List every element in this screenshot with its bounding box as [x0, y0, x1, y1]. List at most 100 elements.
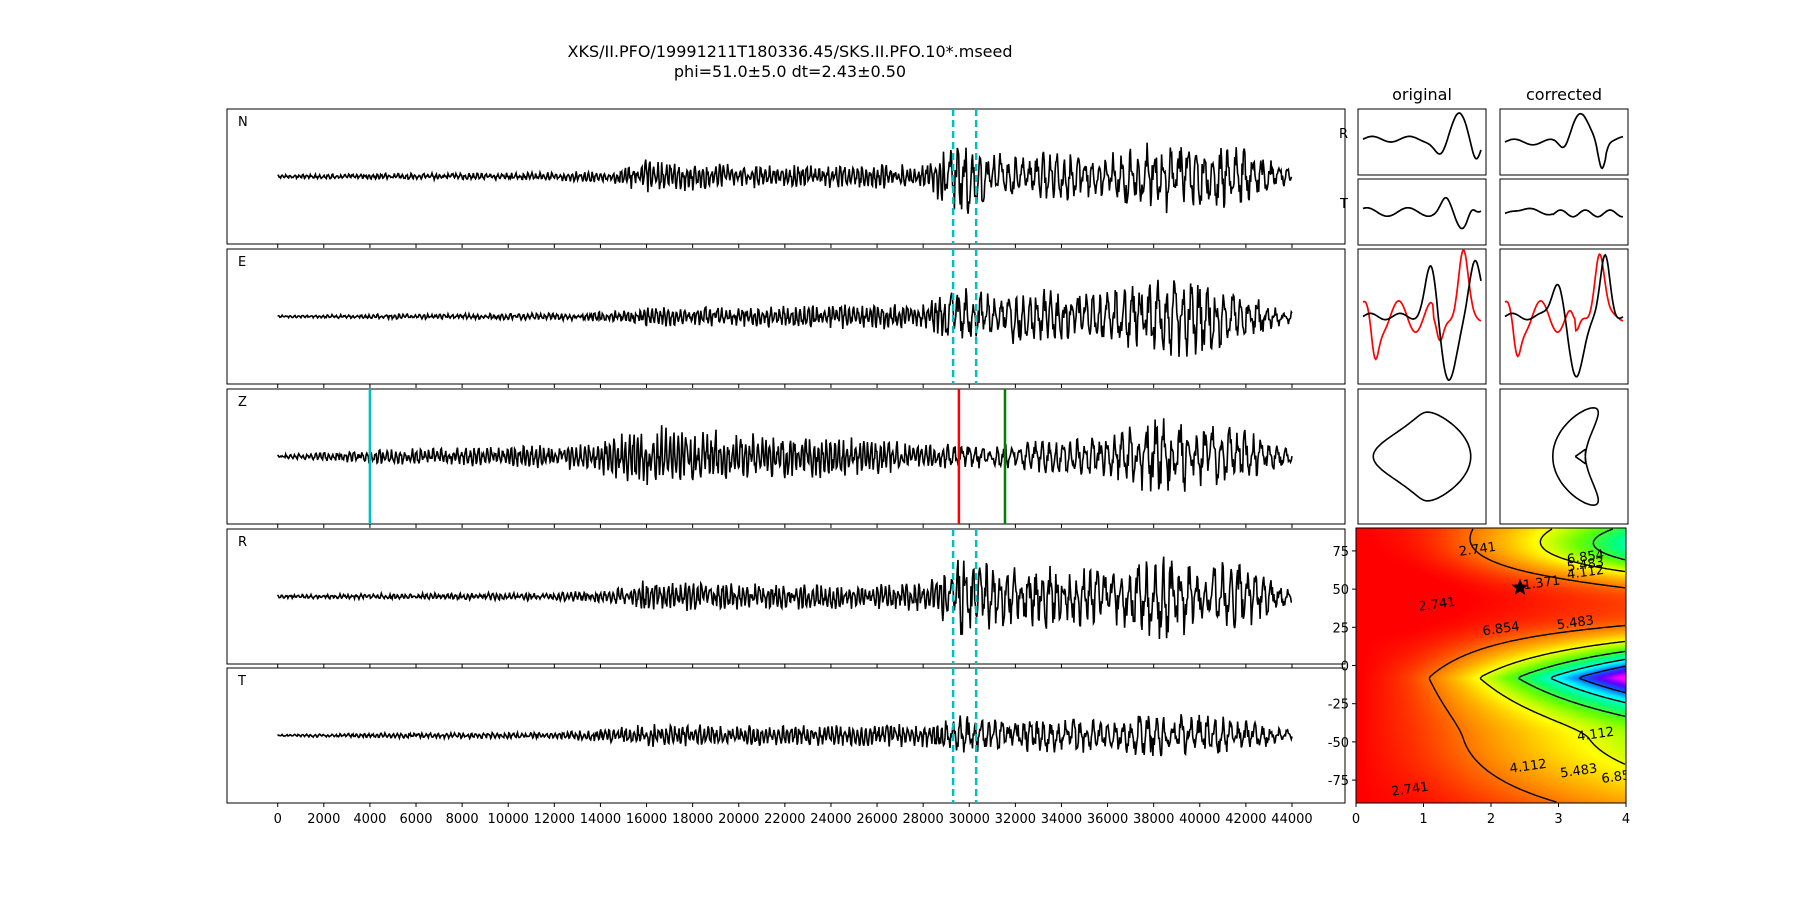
transverse-trace [1362, 196, 1482, 230]
channel-label: N [238, 115, 248, 130]
grid-y-tick-label: 25 [1332, 621, 1349, 636]
slow-trace [1362, 259, 1482, 381]
comparison-panel [1499, 248, 1629, 385]
x-tick-label: 18000 [672, 812, 713, 827]
misfit-axes: 0 1 2 3 4 75 50 25 0 -25 -50 -75 [1328, 527, 1630, 827]
radial-trace [1504, 112, 1624, 170]
channel-label: R [238, 535, 247, 550]
row-label: T [1339, 197, 1348, 212]
fast-trace [1362, 248, 1482, 361]
comparison-panel [1499, 178, 1629, 246]
trace-panel-n: N [226, 108, 1346, 248]
x-tick-label: 6000 [399, 812, 432, 827]
x-tick-label: 40000 [1179, 812, 1220, 827]
x-tick-label: 34000 [1041, 812, 1082, 827]
x-tick-label: 32000 [995, 812, 1036, 827]
grid-y-tick-label: 0 [1341, 660, 1349, 675]
figure-subtitle: phi=51.0±5.0 dt=2.43±0.50 [674, 62, 906, 81]
fast-trace [1504, 253, 1624, 358]
grid-y-tick-label: -25 [1328, 698, 1349, 713]
trace-panel-e: E [226, 248, 1346, 388]
x-tick-label: 36000 [1087, 812, 1128, 827]
comparison-panels: original corrected R T [1339, 85, 1629, 525]
contour-label: 6.854 [1566, 548, 1605, 568]
trace-x-axis: 0 2000 4000 6000 8000 10000 12000 14000 16000 180… [274, 812, 1313, 827]
grid-x-tick-label: 2 [1487, 812, 1495, 827]
waveform-t [277, 714, 1293, 757]
contour-label: 4.112 [1509, 757, 1548, 777]
best-fit-star [1511, 578, 1529, 595]
figure-title: XKS/II.PFO/19991211T180336.45/SKS.II.PFO… [568, 42, 1013, 61]
contour-label: 6.85 [1601, 768, 1632, 787]
x-tick-label: 22000 [764, 812, 805, 827]
comparison-panel [1357, 108, 1487, 176]
channel-label: Z [238, 395, 247, 410]
trace-panels: N E Z R T [226, 108, 1346, 807]
grid-x-tick-label: 3 [1554, 812, 1562, 827]
comparison-panel [1357, 178, 1487, 246]
contour-line [1518, 528, 1626, 717]
grid-y-tick-label: -75 [1328, 774, 1349, 789]
x-tick-label: 42000 [1225, 812, 1266, 827]
channel-label: T [237, 674, 246, 689]
contour-label: 2.741 [1458, 540, 1497, 560]
trace-panel-z: Z [226, 388, 1346, 528]
grid-x-tick-label: 0 [1352, 812, 1360, 827]
x-tick-label: 38000 [1133, 812, 1174, 827]
panel-frame [1499, 178, 1629, 246]
comparison-panel [1357, 388, 1487, 525]
panel-frame [1357, 388, 1487, 525]
x-tick-label: 12000 [534, 812, 575, 827]
contour-label: 5.483 [1556, 613, 1595, 633]
x-tick-label: 30000 [949, 812, 990, 827]
grid-y-tick-label: 75 [1332, 545, 1349, 560]
column-title: corrected [1526, 85, 1602, 104]
x-tick-label: 28000 [902, 812, 943, 827]
particle-motion [1372, 411, 1472, 502]
row-label: R [1339, 127, 1348, 142]
contour-line [1579, 665, 1626, 694]
panel-frame [226, 667, 1346, 804]
panel-frame [1357, 248, 1487, 385]
x-tick-label: 26000 [856, 812, 897, 827]
contour-label: 2.741 [1418, 595, 1457, 615]
contour-line [1550, 658, 1626, 704]
radial-trace [1362, 112, 1482, 160]
x-tick-label: 2000 [307, 812, 340, 827]
grid-x-tick-label: 4 [1622, 812, 1630, 827]
contour-label: 5.483 [1566, 555, 1605, 575]
contour-label: 6.854 [1482, 619, 1521, 639]
contour-label: 1.371 [1522, 573, 1561, 593]
waveform-z [277, 418, 1293, 492]
panel-frame [1499, 108, 1629, 176]
waveform-r [276, 556, 1293, 640]
transverse-trace [1504, 207, 1623, 218]
x-tick-label: 44000 [1271, 812, 1312, 827]
channel-label: E [238, 255, 246, 270]
x-tick-label: 16000 [626, 812, 667, 827]
panel-frame [1357, 108, 1487, 176]
grid-x-tick-label: 1 [1419, 812, 1427, 827]
contour-label: 4.112 [1566, 563, 1605, 583]
x-tick-label: 24000 [810, 812, 851, 827]
panel-frame [1499, 248, 1629, 385]
contour-line [1479, 528, 1626, 765]
panel-frame [226, 248, 1346, 385]
contour-label: 4.112 [1576, 725, 1615, 745]
contour-label: 2.741 [1391, 780, 1430, 800]
comparison-panel [1499, 388, 1629, 525]
x-tick-label: 10000 [488, 812, 529, 827]
x-tick-label: 0 [274, 812, 282, 827]
column-title: original [1392, 85, 1452, 104]
grid-y-tick-label: -50 [1328, 736, 1349, 751]
x-tick-label: 20000 [718, 812, 759, 827]
panel-frame [226, 528, 1346, 665]
x-tick-label: 14000 [580, 812, 621, 827]
x-tick-label: 4000 [353, 812, 386, 827]
waveform-n [277, 142, 1293, 214]
panel-frame [1499, 388, 1629, 525]
misfit-heatmap [1356, 528, 1626, 803]
comparison-panel [1357, 248, 1487, 385]
